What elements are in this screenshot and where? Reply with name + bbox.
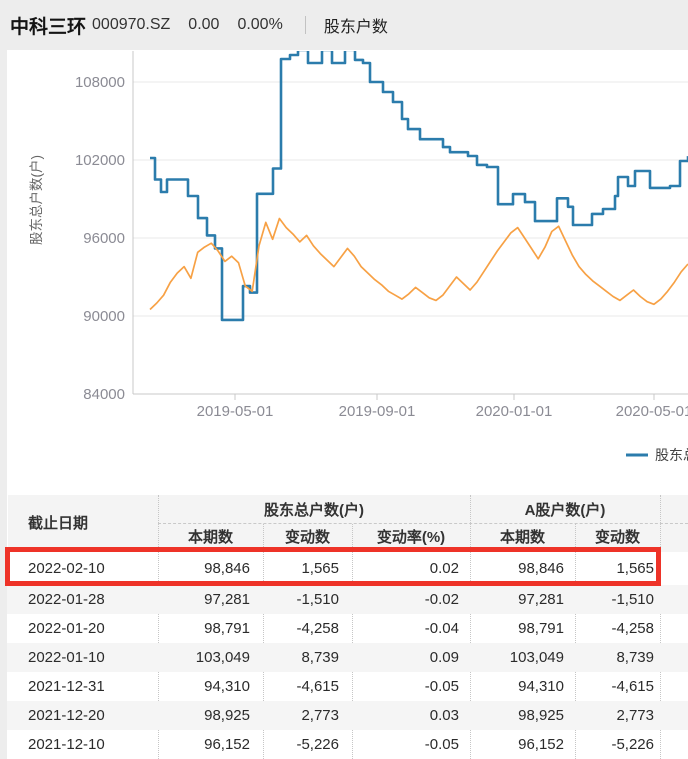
col-header-a-change: 变动数 <box>594 529 640 546</box>
stock-change: 0.00 <box>188 16 220 33</box>
stock-name: 中科三环 <box>10 16 87 38</box>
stock-code: 000970.SZ <box>92 16 171 33</box>
cell-value: 96,152 <box>204 736 250 753</box>
cell-value: -4,258 <box>296 620 339 637</box>
col-header-a-current: 本期数 <box>499 529 545 546</box>
cell-value: 103,049 <box>509 649 564 666</box>
series-orange-line <box>149 217 688 311</box>
column-separator <box>470 495 471 759</box>
legend-label: 股东总户数(户) <box>655 447 688 463</box>
cell-value: 2,773 <box>301 707 339 724</box>
series-total-holders-line <box>150 51 688 322</box>
column-separator <box>158 495 159 759</box>
table-row: 2022-01-10 103,049 8,739 0.09 103,049 8,739 <box>7 643 688 672</box>
cell-value: -5,226 <box>611 736 654 753</box>
cell-value: 0.02 <box>429 560 459 577</box>
x-tick-label: 2019-05-01 <box>197 403 274 420</box>
cell-value: -0.05 <box>424 736 459 753</box>
cell-value: -1,510 <box>296 591 339 608</box>
y-tick-label: 102000 <box>75 152 125 169</box>
col-group-total-holders: 股东总户数(户) <box>264 502 364 519</box>
table-row: 2022-01-28 97,281 -1,510 -0.02 97,281 -1,510 <box>7 585 688 614</box>
col-header-current: 本期数 <box>187 529 233 546</box>
col-header-change: 变动数 <box>284 529 330 546</box>
cell-value: -0.04 <box>424 620 459 637</box>
stock-header-bar: 中科三环 000970.SZ 0.00 0.00% 股东户数 <box>0 0 688 50</box>
column-separator <box>352 524 353 759</box>
x-tick-label: 2020-05-01 <box>616 403 688 420</box>
cell-value: 0.09 <box>429 649 459 666</box>
column-separator <box>660 495 661 759</box>
cell-date: 2021-12-20 <box>28 707 105 724</box>
cell-date: 2022-01-20 <box>28 620 105 637</box>
tab-shareholder-count[interactable]: 股东户数 <box>323 19 388 36</box>
cell-value: 1,565 <box>301 560 339 577</box>
cell-value: 96,152 <box>518 736 564 753</box>
cell-value: -5,226 <box>296 736 339 753</box>
group-header-underline <box>158 523 688 524</box>
cell-value: 0.03 <box>429 707 459 724</box>
cell-value: -4,258 <box>611 620 654 637</box>
cell-value: 97,281 <box>518 591 564 608</box>
cell-value: 103,049 <box>195 649 250 666</box>
col-header-date: 截止日期 <box>28 515 89 532</box>
col-group-a-share-holders: A股户数(户) <box>524 502 606 519</box>
left-gutter <box>0 0 7 759</box>
x-tick-label: 2020-01-01 <box>476 403 553 420</box>
cell-date: 2021-12-10 <box>28 736 105 753</box>
cell-value: 1,565 <box>616 560 654 577</box>
x-tick-label: 2019-09-01 <box>339 403 416 420</box>
divider <box>304 16 306 34</box>
cell-date: 2022-02-10 <box>28 560 105 577</box>
cell-date: 2021-12-31 <box>28 678 105 695</box>
table-body: 2022-02-10 98,846 1,565 0.02 98,846 1,565 2022… <box>7 552 688 759</box>
y-tick-label: 90000 <box>83 308 125 325</box>
cell-value: 8,739 <box>616 649 654 666</box>
y-axis-title: 股东总户数(户) <box>28 155 44 245</box>
cell-value: -1,510 <box>611 591 654 608</box>
cell-value: 98,846 <box>204 560 250 577</box>
cell-value: 97,281 <box>204 591 250 608</box>
table-row: 2021-12-31 94,310 -4,615 -0.05 94,310 -4,615 <box>7 672 688 701</box>
cell-value: 94,310 <box>518 678 564 695</box>
y-tick-label: 84000 <box>83 386 125 403</box>
cell-value: 94,310 <box>204 678 250 695</box>
shareholder-table: 截止日期 股东总户数(户) A股户数(户) 本期数 变动数 变动率(%) 本期数… <box>5 492 688 759</box>
cell-value: 98,791 <box>518 620 564 637</box>
cell-value: 8,739 <box>301 649 339 666</box>
table-row: 2021-12-20 98,925 2,773 0.03 98,925 2,773 <box>7 701 688 730</box>
cell-date: 2022-01-10 <box>28 649 105 666</box>
cell-value: -0.02 <box>424 591 459 608</box>
cell-value: -4,615 <box>296 678 339 695</box>
cell-value: 98,846 <box>518 560 564 577</box>
column-separator <box>263 524 264 759</box>
table-row: 2022-02-10 98,846 1,565 0.02 98,846 1,565 <box>7 552 688 585</box>
column-separator <box>575 524 576 759</box>
cell-value: 98,791 <box>204 620 250 637</box>
shareholder-chart-panel: 108000 102000 96000 90000 84000 股东总户数(户) 2019-… <box>7 50 688 470</box>
cell-value: 98,925 <box>518 707 564 724</box>
table-row: 2021-12-10 96,152 -5,226 -0.05 96,152 -5,226 <box>7 730 688 759</box>
cell-date: 2022-01-28 <box>28 591 105 608</box>
y-tick-label: 108000 <box>75 74 125 91</box>
cell-value: -0.05 <box>424 678 459 695</box>
cell-value: -4,615 <box>611 678 654 695</box>
stock-change-percent: 0.00% <box>237 16 283 33</box>
col-header-change-rate: 变动率(%) <box>376 529 446 546</box>
cell-value: 98,925 <box>204 707 250 724</box>
y-tick-label: 96000 <box>83 230 125 247</box>
shareholder-trend-chart: 108000 102000 96000 90000 84000 股东总户数(户) 2019-… <box>28 51 688 463</box>
cell-value: 2,773 <box>616 707 654 724</box>
table-row: 2022-01-20 98,791 -4,258 -0.04 98,791 -4,258 <box>7 614 688 643</box>
